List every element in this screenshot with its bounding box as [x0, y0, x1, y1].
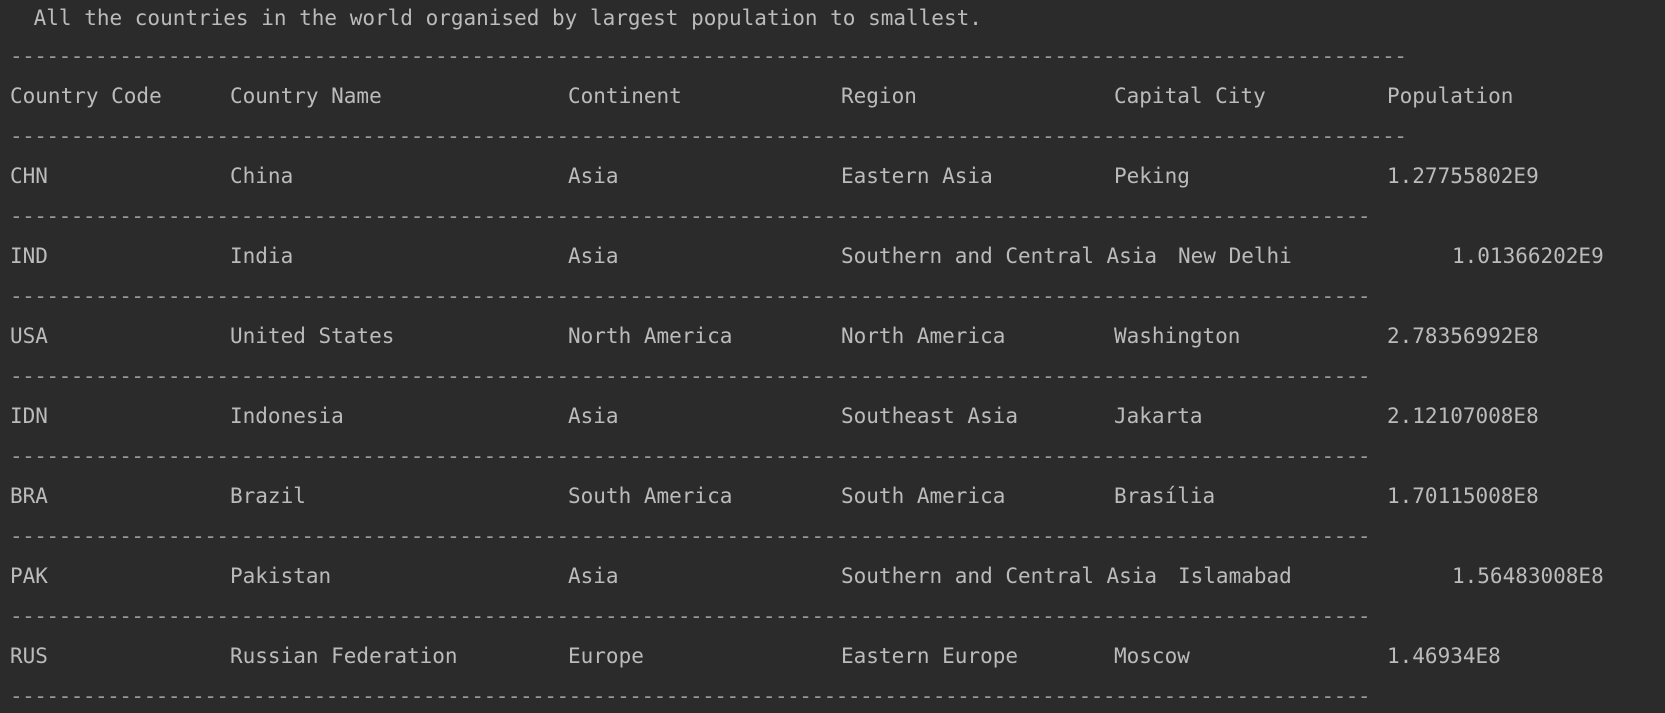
cell-population: 2.12107008E8: [1387, 404, 1539, 428]
separator: ----------------------------------------…: [10, 284, 1371, 308]
separator: ----------------------------------------…: [10, 444, 1371, 468]
cell-country-name: India: [230, 244, 294, 268]
cell-capital-city: Islamabad: [1178, 564, 1292, 588]
cell-region: South America: [841, 484, 1006, 508]
cell-population: 1.01366202E9: [1452, 244, 1604, 268]
separator: ----------------------------------------…: [10, 204, 1371, 228]
cell-population: 1.56483008E8: [1452, 564, 1604, 588]
cell-population: 1.70115008E8: [1387, 484, 1539, 508]
cell-region: North America: [841, 324, 1006, 348]
header-region: Region: [841, 84, 917, 108]
cell-continent: Europe: [568, 644, 644, 668]
cell-country-code: CHN: [10, 164, 48, 188]
cell-country-name: Indonesia: [230, 404, 344, 428]
header-country-name: Country Name: [230, 84, 382, 108]
cell-continent: Asia: [568, 244, 619, 268]
cell-country-code: IDN: [10, 404, 48, 428]
cell-country-code: IND: [10, 244, 48, 268]
cell-region: Eastern Europe: [841, 644, 1019, 668]
cell-population: 1.27755802E9: [1387, 164, 1539, 188]
cell-region: Southern and Central Asia: [841, 244, 1158, 268]
separator: ----------------------------------------…: [10, 684, 1371, 708]
cell-capital-city: Moscow: [1114, 644, 1190, 668]
output-title: All the countries in the world organised…: [21, 6, 982, 30]
cell-population: 2.78356992E8: [1387, 324, 1539, 348]
cell-country-code: USA: [10, 324, 48, 348]
cell-capital-city: Brasília: [1114, 484, 1216, 508]
cell-country-code: BRA: [10, 484, 48, 508]
cell-capital-city: New Delhi: [1178, 244, 1292, 268]
cell-region: Eastern Asia: [841, 164, 993, 188]
cell-region: Southern and Central Asia: [841, 564, 1158, 588]
cell-continent: Asia: [568, 564, 619, 588]
cell-region: Southeast Asia: [841, 404, 1019, 428]
cell-country-name: Brazil: [230, 484, 306, 508]
cell-country-name: United States: [230, 324, 395, 348]
cell-country-name: Russian Federation: [230, 644, 458, 668]
cell-country-code: RUS: [10, 644, 48, 668]
separator: ----------------------------------------…: [10, 44, 1407, 68]
cell-continent: South America: [568, 484, 733, 508]
cell-continent: Asia: [568, 404, 619, 428]
cell-capital-city: Jakarta: [1114, 404, 1203, 428]
cell-continent: North America: [568, 324, 733, 348]
cell-country-code: PAK: [10, 564, 48, 588]
cell-country-name: Pakistan: [230, 564, 332, 588]
separator: ----------------------------------------…: [10, 124, 1407, 148]
cell-capital-city: Peking: [1114, 164, 1190, 188]
separator: ----------------------------------------…: [10, 364, 1371, 388]
cell-capital-city: Washington: [1114, 324, 1241, 348]
cell-population: 1.46934E8: [1387, 644, 1501, 668]
header-continent: Continent: [568, 84, 682, 108]
cell-continent: Asia: [568, 164, 619, 188]
separator: ----------------------------------------…: [10, 524, 1371, 548]
header-country-code: Country Code: [10, 84, 162, 108]
separator: ----------------------------------------…: [10, 604, 1371, 628]
header-population: Population: [1387, 84, 1514, 108]
header-capital-city: Capital City: [1114, 84, 1266, 108]
cell-country-name: China: [230, 164, 294, 188]
